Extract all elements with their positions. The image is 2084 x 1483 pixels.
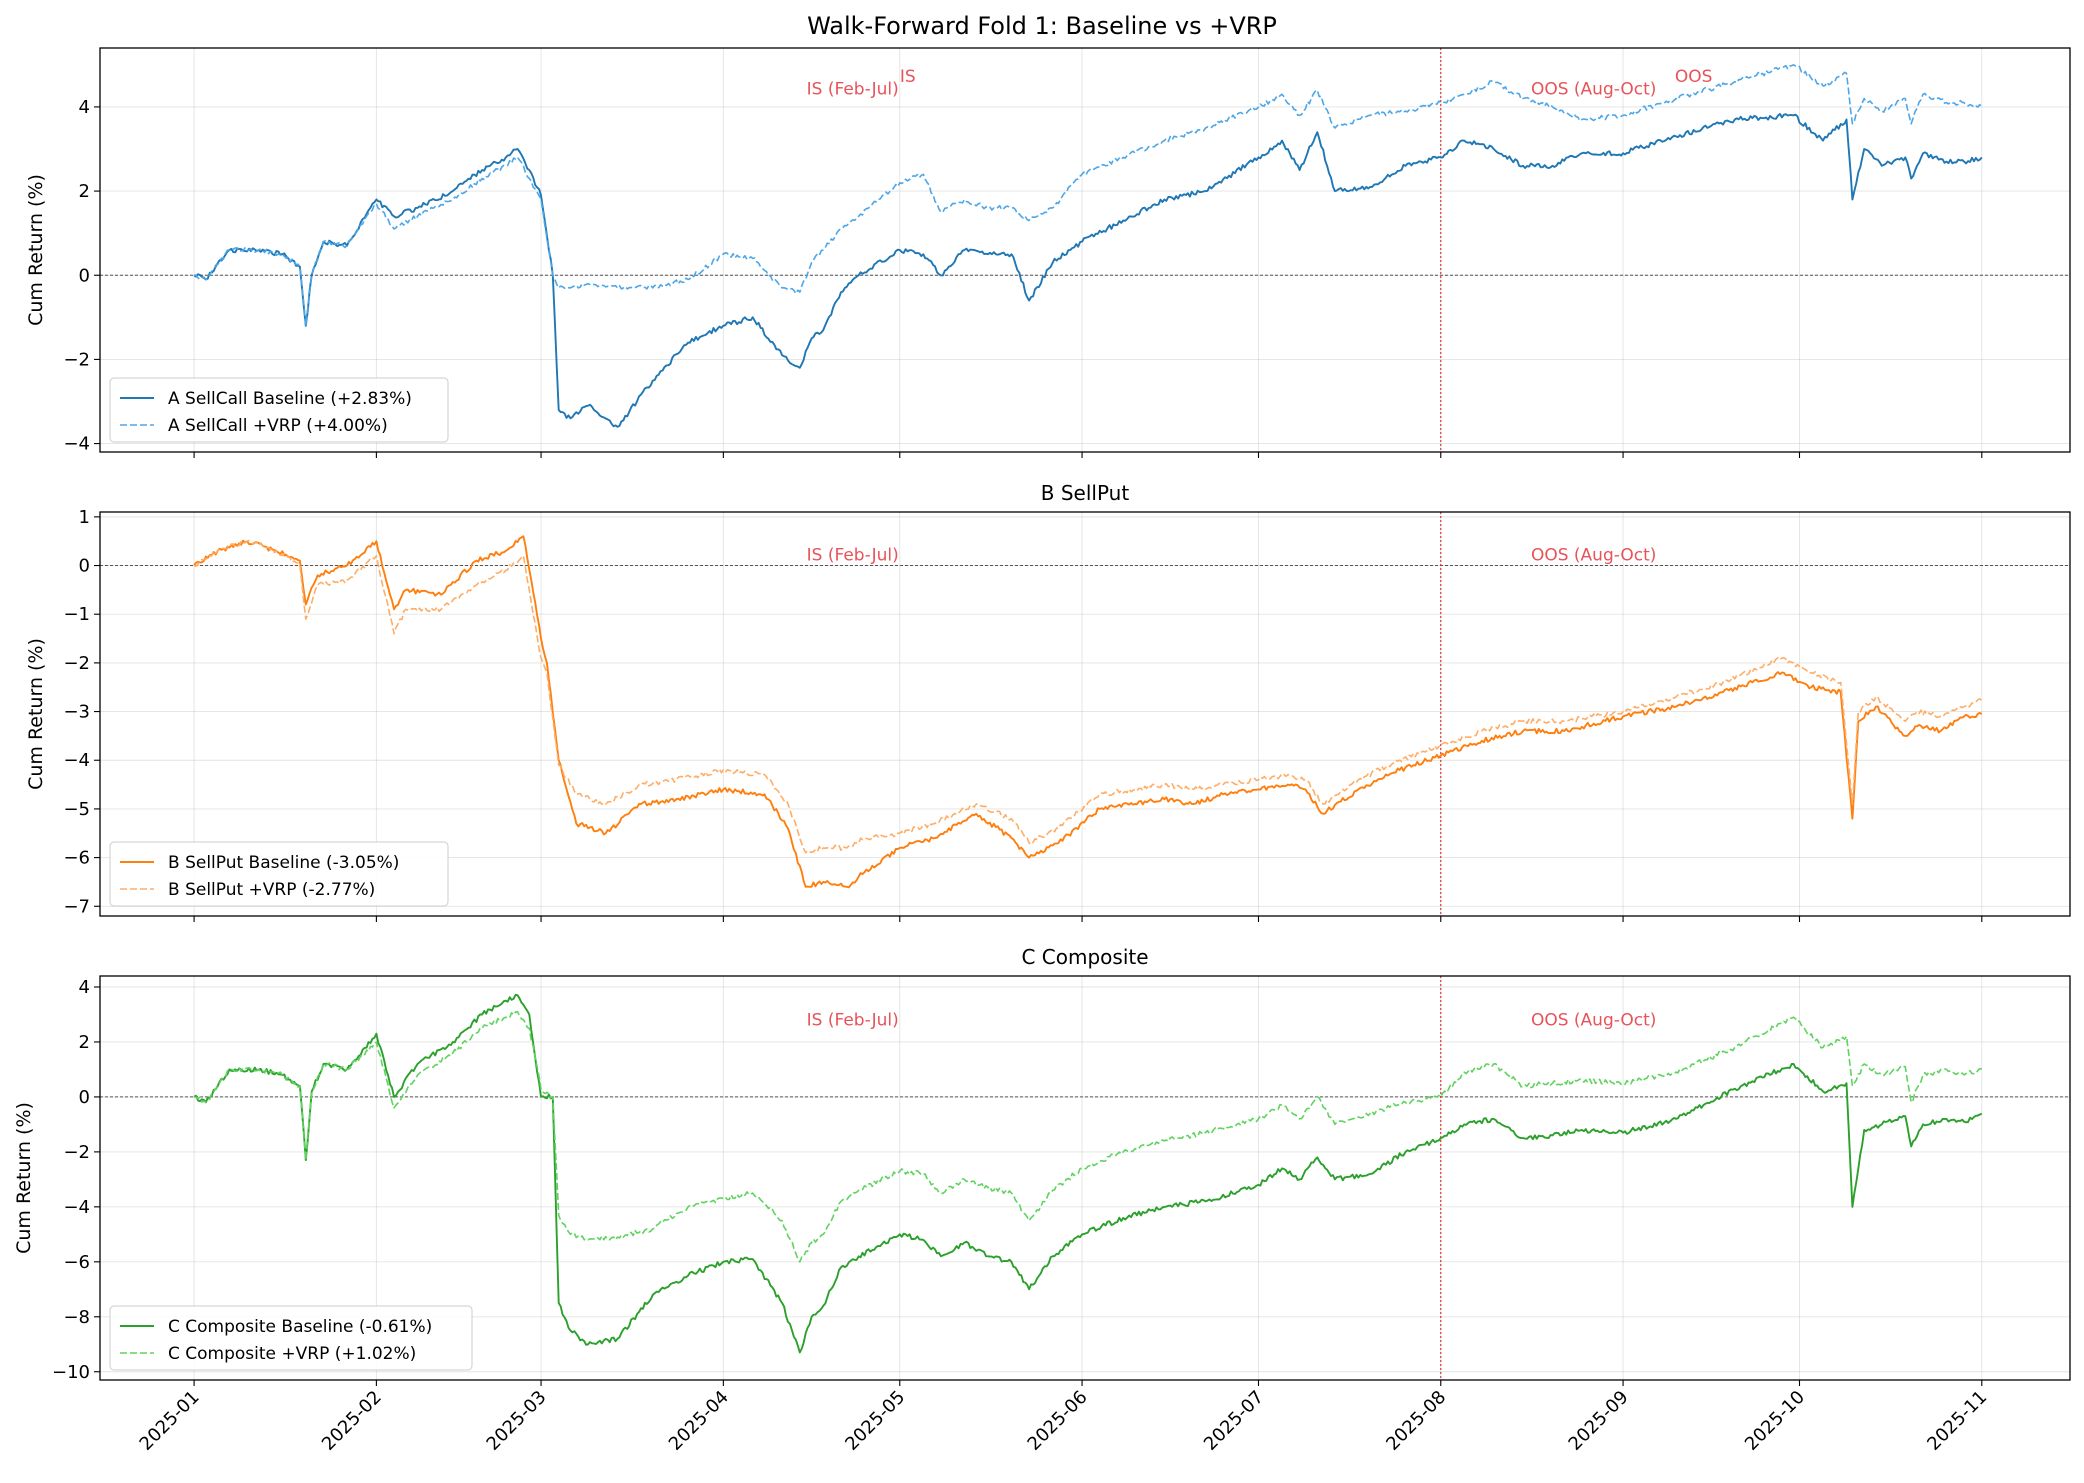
y-tick-label: 4: [79, 977, 90, 998]
series-line-0: [193, 535, 1983, 889]
y-axis-label: Cum Return (%): [25, 638, 47, 790]
legend: B SellPut Baseline (-3.05%) B SellPut +VR…: [109, 841, 449, 907]
legend-entry: A SellCall +VRP (+4.00%): [168, 416, 388, 436]
oos-region-label: OOS (Aug-Oct): [1531, 79, 1656, 99]
series-line-0: [193, 993, 1983, 1354]
figure-title: Walk-Forward Fold 1: Baseline vs +VRP: [807, 12, 1277, 40]
y-tick-label: −7: [63, 896, 90, 917]
legend-entry: C Composite +VRP (+1.02%): [168, 1344, 416, 1364]
y-tick-label: −3: [63, 702, 90, 723]
y-tick-label: −2: [63, 653, 90, 674]
y-tick-label: −4: [63, 1197, 90, 1218]
y-tick-label: −5: [63, 799, 90, 820]
y-tick-label: −2: [63, 349, 90, 370]
y-tick-label: 4: [79, 97, 90, 118]
axes-frame: [99, 47, 2071, 453]
series-line-0: [193, 112, 1983, 428]
y-tick-label: 1: [79, 507, 90, 528]
y-tick-label: −10: [52, 1362, 90, 1383]
overlay-is-label: IS: [900, 67, 916, 87]
legend-entry: B SellPut +VRP (-2.77%): [168, 880, 375, 900]
axes-frame: [99, 975, 2071, 1381]
panel-sellcall: −4 −2 0 2 4 Cum Return (%) IS (Feb-Jul) OOS (Au…: [25, 47, 2071, 458]
y-tick-label: 0: [79, 556, 90, 577]
overlay-oos-label: OOS: [1675, 67, 1713, 87]
legend-box: [109, 1305, 473, 1371]
y-tick-label: −1: [63, 604, 90, 625]
legend-box: [109, 377, 449, 443]
panel-title: C Composite: [1021, 945, 1148, 969]
legend-box: [109, 841, 449, 907]
is-region-label: IS (Feb-Jul): [807, 79, 899, 99]
is-region-label: IS (Feb-Jul): [807, 1010, 899, 1030]
legend-entry: B SellPut Baseline (-3.05%): [168, 853, 399, 873]
y-tick-label: 0: [79, 1087, 90, 1108]
y-tick-label: −4: [63, 750, 90, 771]
series-group: [193, 535, 1983, 889]
y-tick-label: −8: [63, 1307, 90, 1328]
legend-entry: A SellCall Baseline (+2.83%): [168, 389, 412, 409]
series-group: [193, 993, 1983, 1354]
y-tick-label: −6: [63, 1252, 90, 1273]
y-tick-label: 0: [79, 265, 90, 286]
legend: C Composite Baseline (-0.61%) C Composite…: [109, 1305, 473, 1371]
oos-region-label: OOS (Aug-Oct): [1531, 1010, 1656, 1030]
legend: A SellCall Baseline (+2.83%) A SellCall +…: [109, 377, 449, 443]
y-tick-label: 2: [79, 181, 90, 202]
series-line-1: [194, 64, 1983, 327]
y-tick-label: −2: [63, 1142, 90, 1163]
y-tick-label: −4: [63, 434, 90, 455]
axes-frame: [99, 511, 2071, 917]
panel-title: B SellPut: [1041, 481, 1130, 505]
series-group: [193, 64, 1983, 428]
legend-entry: C Composite Baseline (-0.61%): [168, 1317, 432, 1337]
panel-sellput: −7 −6 −5 −4 −3 −2 −1 0 1 Cum Return (%) B SellPut I…: [25, 481, 2071, 922]
y-axis-label: Cum Return (%): [13, 1102, 35, 1254]
y-tick-label: −6: [63, 848, 90, 869]
y-axis-label: Cum Return (%): [25, 174, 47, 326]
series-line-1: [193, 539, 1983, 854]
oos-region-label: OOS (Aug-Oct): [1531, 546, 1656, 566]
y-tick-label: 2: [79, 1032, 90, 1053]
is-region-label: IS (Feb-Jul): [807, 546, 899, 566]
series-line-1: [193, 1010, 1982, 1263]
